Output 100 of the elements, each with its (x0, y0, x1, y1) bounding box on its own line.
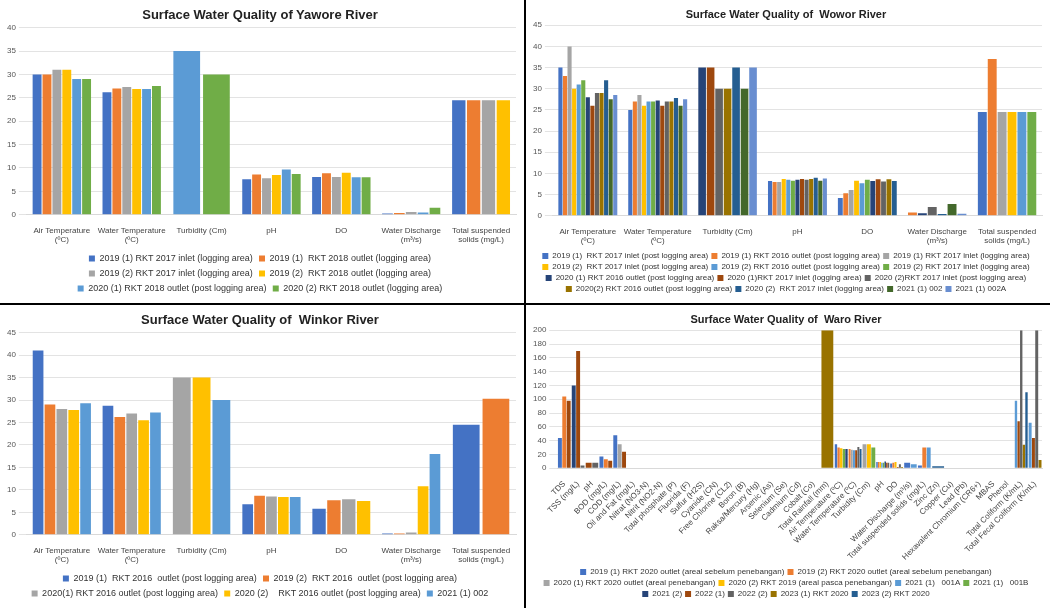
x-tick-label: Air Temperature (ºC) (559, 226, 617, 246)
y-tick-label: 160 (532, 353, 547, 363)
x-tick-label: Water Temperature (ºC) (623, 226, 693, 246)
y-tick-label: 80 (537, 408, 547, 418)
legend-label: 2020 (1) RKT 2018 outlet (post logging area) (88, 282, 267, 293)
y-tick-label: 0 (537, 211, 543, 220)
y-tick-label: 5 (537, 189, 543, 199)
x-tick-label: Air Temperature (ºC) (33, 225, 91, 245)
legend-label: 2020 (2)RKT 2017 inlet (post logging area) (874, 273, 1027, 283)
x-tick-label: DO (335, 545, 348, 555)
x-tick-label: Turbidity (Cm) (702, 226, 754, 236)
legend-label: 2019 (2) RKT 2017 inlet (logging area) (893, 262, 1030, 272)
y-tick-label: 20 (532, 126, 543, 136)
chart-title: Surface Water Quality of Winkor River (141, 312, 379, 328)
legend-label: 2020 (2) RKT 2018 outlet (logging area) (283, 282, 443, 293)
legend-label: 2020 (1) RKT 2016 outlet (post logging area) (555, 273, 715, 283)
y-tick-label: 100 (532, 394, 547, 404)
legend-label: 2019 (2) RKT 2020 outlet (areal sebelum penebangan) (797, 567, 993, 577)
y-tick-label: 25 (6, 93, 17, 102)
y-tick-label: 180 (532, 339, 547, 349)
y-tick-label: 45 (6, 327, 17, 337)
x-tick-label: Water Temperature (ºC) (97, 225, 167, 245)
legend-label: 2020 (2) RKT 2019 (areal pasca penebangan) (728, 578, 893, 588)
y-tick-label: 25 (6, 417, 17, 427)
y-tick-label: 35 (6, 372, 17, 382)
y-tick-label: 20 (6, 440, 17, 450)
legend-label: 2021 (1) 002 (437, 587, 489, 598)
y-tick-label: 15 (6, 139, 17, 149)
legend-label: 2019 (2) RKT 2017 inlet (logging area) (99, 267, 253, 278)
y-tick-label: 40 (537, 435, 547, 445)
legend-label: 2019 (2) RKT 2018 outlet (logging area) (269, 267, 431, 278)
y-tick-label: 5 (11, 507, 17, 517)
legend-label: 2020 (2) RKT 2016 outlet (post logging area) (234, 587, 421, 598)
x-tick-label: pH (266, 545, 277, 555)
x-tick-label: Water Discharge (m³/s) (381, 545, 442, 565)
y-tick-label: 200 (532, 325, 547, 335)
y-tick-label: 40 (6, 22, 17, 32)
y-tick-label: 35 (6, 46, 17, 56)
legend-label: 2021 (1) 002A (955, 284, 1007, 294)
y-tick-label: 0 (541, 463, 547, 473)
x-tick-label: Turbidity (Cm) (176, 225, 228, 235)
y-tick-label: 15 (6, 462, 17, 472)
legend-label: 2022 (2) (737, 589, 768, 599)
y-tick-label: 0 (11, 530, 17, 539)
y-tick-label: 20 (537, 449, 547, 459)
x-tick-label: Total suspended solids (mg/L) (451, 545, 511, 565)
legend-label: 2019 (2) RKT 2017 inlet (post logging area) (552, 262, 709, 272)
y-tick-label: 25 (532, 105, 543, 115)
legend-label: 2019 (1) RKT 2018 outlet (logging area) (269, 252, 431, 263)
legend-label: 2020 (1)RKT 2017 inlet (logging area) (727, 273, 862, 283)
y-tick-label: 120 (532, 380, 547, 390)
x-tick-label: Total suspended solids (mg/L) (451, 225, 511, 245)
x-tick-label: DO (335, 225, 348, 235)
y-tick-label: 30 (6, 69, 17, 79)
x-tick-label: Water Temperature (ºC) (97, 545, 167, 565)
chart-title: Surface Water Quality of Waro River (690, 312, 883, 325)
x-tick-label: Turbidity (Cm) (176, 545, 228, 555)
y-tick-label: 60 (537, 422, 547, 432)
chart-title: Surface Water Quality of Wowor River (685, 7, 887, 20)
legend-label: 2021 (1) 002 (897, 284, 944, 294)
x-tick-label: pH (872, 479, 886, 493)
x-tick-label: Air Temperature (ºC) (33, 545, 91, 565)
legend-label: 2021 (2) (652, 589, 683, 599)
legend-label: 2019 (2) RKT 2016 outlet (post logging area) (273, 572, 457, 583)
legend-label: 2019 (1) RKT 2017 inlet (post logging area) (552, 251, 709, 261)
y-tick-label: 10 (6, 163, 17, 173)
y-tick-label: 30 (6, 395, 17, 405)
y-tick-label: 10 (532, 168, 543, 178)
x-tick-label: DO (861, 226, 874, 236)
y-tick-label: 10 (6, 485, 17, 495)
y-tick-label: 40 (532, 41, 543, 51)
x-tick-label: Total suspended solids (mg/L) (977, 226, 1037, 246)
x-tick-label: Water Discharge (m³/s) (381, 225, 442, 245)
legend-label: 2019 (1) RKT 2020 outlet (areal sebelum penebangan) (590, 567, 785, 577)
y-tick-label: 35 (532, 62, 543, 72)
x-tick-label: Water Discharge (m³/s) (907, 226, 968, 246)
legend-label: 2021 (1) 001A (905, 578, 961, 588)
y-tick-label: 45 (532, 20, 543, 30)
legend-label: 2019 (2) RKT 2016 outlet (post logging area) (721, 262, 881, 272)
x-tick-label: pH (266, 225, 277, 235)
legend-label: 2019 (1) RKT 2016 outlet (post logging area) (721, 251, 881, 261)
legend-label: 2020 (2) RKT 2017 inlet (logging area) (745, 284, 885, 294)
legend-label: 2019 (1) RKT 2017 inlet (logging area) (893, 251, 1030, 261)
y-tick-label: 140 (532, 366, 547, 376)
legend-label: 2019 (1) RKT 2017 inlet (logging area) (99, 252, 253, 263)
chart-title: Surface Water Quality of Yawore River (142, 7, 378, 23)
y-tick-label: 0 (11, 210, 17, 219)
legend-label: 2023 (2) RKT 2020 (861, 589, 931, 599)
y-tick-label: 40 (6, 350, 17, 360)
y-tick-label: 30 (532, 83, 543, 93)
x-tick-label: pH (792, 226, 803, 236)
y-tick-label: 15 (532, 147, 543, 157)
legend-label: 2023 (1) RKT 2020 (780, 589, 850, 599)
legend-label: 2022 (1) (695, 589, 726, 599)
legend-label: 2020 (1) RKT 2020 outlet (areal penebangan) (553, 578, 716, 588)
y-tick-label: 20 (6, 116, 17, 126)
legend-label: 2020(2) RKT 2016 outlet (post logging area) (575, 284, 733, 294)
legend-label: 2021 (1) 001B (973, 578, 1029, 588)
legend-label: 2019 (1) RKT 2016 outlet (post logging area) (73, 572, 257, 583)
legend-label: 2020(1) RKT 2016 outlet (post logging area) (42, 587, 219, 598)
